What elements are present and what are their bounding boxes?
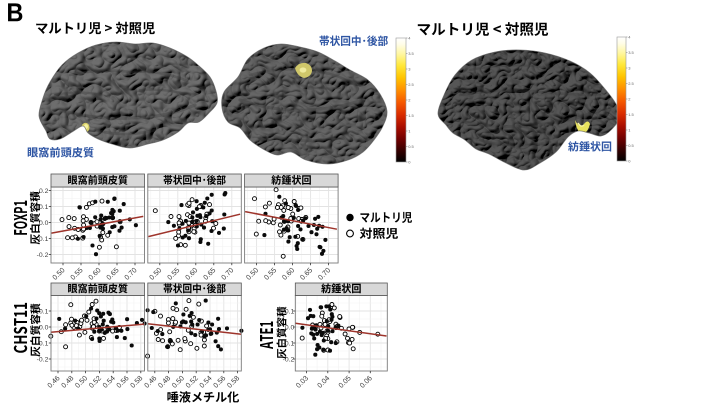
svg-text:0.5: 0.5 <box>628 143 634 148</box>
svg-text:0.1: 0.1 <box>285 308 295 315</box>
svg-text:3.5: 3.5 <box>408 51 414 56</box>
svg-text:-0.2: -0.2 <box>37 356 49 363</box>
svg-text:3.5: 3.5 <box>628 50 634 55</box>
svg-text:0.2: 0.2 <box>39 188 49 195</box>
svg-text:4: 4 <box>408 35 411 40</box>
svg-text:0.0: 0.0 <box>39 220 49 227</box>
svg-text:0.5: 0.5 <box>408 144 414 149</box>
svg-text:0.1: 0.1 <box>39 204 49 211</box>
svg-text:0.1: 0.1 <box>39 308 49 315</box>
svg-text:2.5: 2.5 <box>408 82 414 87</box>
svg-text:0.0: 0.0 <box>39 324 49 331</box>
svg-text:-0.1: -0.1 <box>283 340 295 347</box>
svg-text:-0.2: -0.2 <box>37 252 49 259</box>
svg-text:2: 2 <box>628 96 631 101</box>
svg-text:0: 0 <box>628 158 631 163</box>
svg-text:1: 1 <box>628 127 631 132</box>
svg-text:0.0: 0.0 <box>285 324 295 331</box>
svg-text:-0.2: -0.2 <box>283 356 295 363</box>
svg-text:2.5: 2.5 <box>628 81 634 86</box>
svg-text:-0.1: -0.1 <box>37 340 49 347</box>
svg-text:1.5: 1.5 <box>628 112 634 117</box>
svg-text:3: 3 <box>628 65 631 70</box>
svg-text:-0.1: -0.1 <box>37 236 49 243</box>
svg-text:1.5: 1.5 <box>408 113 414 118</box>
svg-text:3: 3 <box>408 66 411 71</box>
svg-text:0: 0 <box>408 159 411 164</box>
svg-text:2: 2 <box>408 97 411 102</box>
svg-text:4: 4 <box>628 34 631 39</box>
svg-text:1: 1 <box>408 128 411 133</box>
